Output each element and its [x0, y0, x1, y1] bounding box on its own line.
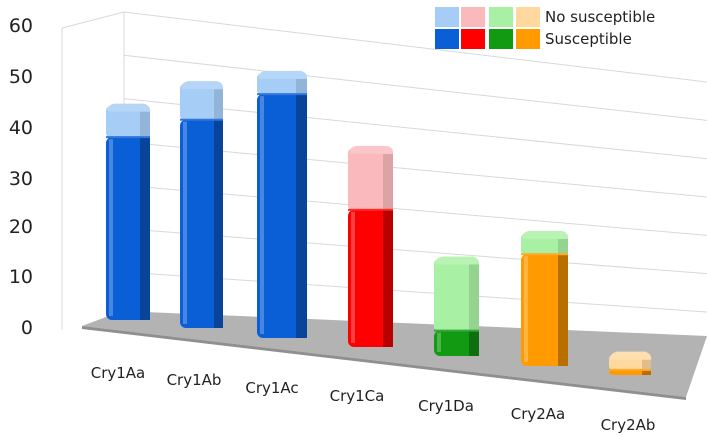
bar-Cry2Aa [521, 230, 569, 366]
bar-top-cap [522, 230, 569, 239]
legend-label-no-susceptible: No susceptible [545, 8, 655, 26]
bar-segment-no-susceptible [434, 259, 479, 331]
bar-segment-no-susceptible-side [642, 359, 651, 370]
bar-segment-no-susceptible [257, 73, 307, 95]
bar-segment-susceptible [180, 119, 223, 328]
category-label-Cry2Aa: Cry2Aa [511, 405, 566, 423]
y-tick-label-30: 30 [9, 168, 33, 190]
x-axis-categories: Cry1Aa Cry1Ab Cry1Ac Cry1Ca Cry1Da Cry2Aa Cry2… [91, 364, 656, 434]
bar-top-cap [181, 81, 224, 90]
bar-segment-no-susceptible-side [383, 153, 393, 210]
y-tick-label-10: 10 [9, 266, 33, 288]
bar-segment-seam [609, 368, 651, 371]
y-tick-label-40: 40 [9, 117, 33, 139]
y-tick-label-50: 50 [9, 66, 33, 88]
bar-segment-susceptible-side [214, 119, 223, 328]
bar-segment-no-susceptible [180, 84, 223, 120]
bar-segment-susceptible-highlight [260, 96, 264, 334]
bar-segment-susceptible [521, 254, 568, 366]
bar-top-cap [435, 256, 480, 265]
bar-segment-seam [521, 253, 568, 256]
side-wall-top-edge [61, 11, 125, 29]
legend-swatch-susceptible-0 [435, 29, 459, 49]
bar-Cry1Da [434, 256, 480, 356]
bar-Cry1Aa [106, 103, 151, 320]
category-label-Cry1Ca: Cry1Ca [330, 387, 385, 405]
bar-segment-seam [434, 329, 479, 332]
bar-segment-seam [257, 93, 307, 96]
y-tick-label-60: 60 [9, 15, 33, 37]
bar-segment-susceptible-side [558, 254, 568, 366]
bar-segment-no-susceptible-side [140, 111, 150, 138]
bar-segment-no-susceptible-side [558, 238, 568, 255]
y-tick-label-20: 20 [9, 216, 33, 238]
bar-top-cap [610, 351, 652, 360]
bar-Cry1Ab [180, 81, 224, 328]
bar-Cry1Ac [257, 70, 308, 338]
legend-swatch-no-susceptible-2 [489, 7, 513, 27]
bar-segment-susceptible-side [140, 137, 150, 320]
bar-segment-no-susceptible-side [469, 264, 479, 331]
bar-segment-susceptible [348, 209, 393, 347]
legend-swatch-no-susceptible-3 [516, 7, 540, 27]
floor-edge [82, 326, 686, 400]
bar-Cry1Ca [348, 145, 394, 347]
bar-segment-susceptible-side [469, 330, 479, 356]
grid-line-60 [123, 11, 707, 83]
bar-segment-susceptible-side [383, 209, 393, 347]
category-label-Cry1Aa: Cry1Aa [91, 364, 146, 382]
bar-segment-susceptible-highlight [437, 332, 441, 352]
legend-swatch-no-susceptible-0 [435, 7, 459, 27]
bar-segment-no-susceptible [521, 233, 568, 255]
legend: No susceptible Susceptible [435, 7, 655, 49]
legend-label-susceptible: Susceptible [545, 30, 632, 48]
grid-line-50 [123, 54, 707, 121]
bar-segment-susceptible [434, 330, 479, 356]
bar-segment-susceptible [609, 369, 651, 375]
bar-segment-susceptible-highlight [524, 256, 528, 362]
bar-segment-susceptible-highlight [351, 211, 355, 343]
bar-segment-no-susceptible-side [214, 89, 223, 120]
y-tick-label-0: 0 [21, 317, 33, 339]
bar-segment-seam [106, 136, 150, 139]
bar-segment-no-susceptible-side [296, 78, 307, 95]
bar-segment-no-susceptible [348, 148, 393, 210]
bar-segment-seam [348, 208, 393, 211]
legend-swatch-susceptible-1 [461, 29, 485, 49]
bars [106, 70, 652, 375]
bar-segment-no-susceptible [106, 106, 150, 138]
category-label-Cry2Ab: Cry2Ab [601, 416, 656, 434]
category-label-Cry1Ac: Cry1Ac [245, 379, 298, 397]
bar-top-cap [107, 103, 151, 112]
category-label-Cry1Da: Cry1Da [418, 397, 474, 415]
bar-segment-seam [180, 118, 223, 121]
bar-segment-susceptible-side [642, 369, 651, 375]
bar-segment-susceptible [106, 137, 150, 320]
bar-segment-susceptible [257, 94, 307, 338]
bar-top-cap [258, 70, 308, 79]
bar-segment-susceptible-side [296, 94, 307, 338]
bar-segment-susceptible-highlight [183, 121, 187, 324]
legend-swatch-susceptible-2 [489, 29, 513, 49]
bar-segment-susceptible-highlight [109, 139, 113, 316]
bar-Cry2Ab [609, 351, 652, 375]
bar-top-cap [349, 145, 394, 154]
legend-swatch-susceptible-3 [516, 29, 540, 49]
y-axis-ticks: 0 10 20 30 40 50 60 [9, 15, 33, 339]
category-label-Cry1Ab: Cry1Ab [167, 371, 222, 389]
legend-swatch-no-susceptible-1 [461, 7, 485, 27]
